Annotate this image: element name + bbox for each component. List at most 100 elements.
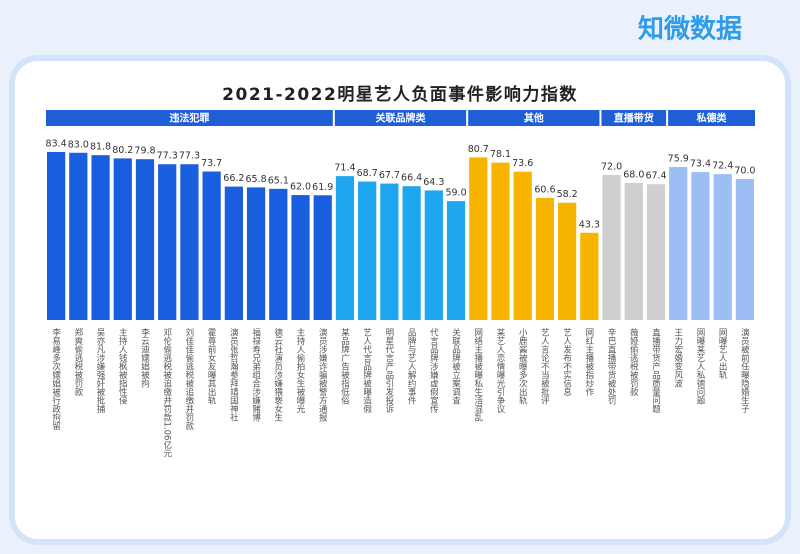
- value-label: 66.2: [223, 173, 244, 184]
- value-label: 67.7: [379, 170, 400, 181]
- group-band: [601, 110, 667, 126]
- bar: [224, 186, 243, 320]
- value-label: 71.4: [334, 163, 355, 174]
- bar: [69, 152, 88, 320]
- x-tick-label: 某品牌广告被指低俗: [339, 328, 349, 405]
- value-label: 77.3: [179, 151, 200, 162]
- value-label: 61.9: [312, 182, 333, 193]
- bar: [113, 158, 132, 320]
- bar: [246, 187, 266, 320]
- bar: [380, 183, 399, 320]
- bar: [691, 172, 710, 320]
- x-tick-label: 刘佳佳偷逃税被追缴并罚款: [184, 327, 194, 431]
- x-tick-label: 关联品牌被立案调查: [451, 327, 461, 404]
- x-tick-label: 演员张哲瀚参拜靖国神社: [228, 327, 238, 422]
- chart-title: 2021-2022明星艺人负面事件影响力指数: [222, 84, 578, 105]
- bar: [535, 197, 555, 320]
- x-tick-label: 网曝艺人出轨: [717, 328, 727, 380]
- x-tick-label: 网络主播被曝私生活混乱: [473, 328, 483, 422]
- x-tick-label: 李易峰多次嫖娼被行政拘留: [51, 327, 61, 431]
- value-label: 73.7: [201, 158, 222, 169]
- value-label: 58.2: [557, 189, 578, 200]
- bar: [402, 186, 421, 320]
- value-label: 80.7: [468, 144, 489, 155]
- value-label: 81.8: [90, 142, 111, 153]
- bar: [446, 201, 466, 320]
- value-label: 68.0: [623, 169, 644, 180]
- x-tick-label: 演员涉嫌诈骗被警方通报: [317, 327, 327, 422]
- value-label: 68.7: [357, 168, 378, 179]
- bar: [624, 182, 643, 320]
- group-label: 私德类: [696, 112, 727, 125]
- bar: [713, 174, 732, 320]
- x-tick-label: 李云迪嫖娼被拘: [139, 327, 149, 388]
- value-label: 65.8: [246, 174, 267, 185]
- x-tick-label: 品牌与艺人解约事件: [406, 328, 416, 405]
- value-label: 65.1: [268, 175, 289, 186]
- bar: [491, 162, 510, 320]
- value-label: 80.2: [112, 145, 133, 156]
- bar: [180, 164, 199, 320]
- group-label: 其他: [524, 112, 544, 125]
- bar: [669, 167, 688, 320]
- x-tick-label: 主持人钱枫被指性侵: [117, 327, 127, 405]
- value-label: 66.4: [401, 173, 422, 184]
- value-label: 73.4: [690, 159, 711, 170]
- value-label: 75.9: [668, 154, 689, 165]
- bar: [47, 151, 66, 320]
- x-tick-label: 主持人偷拍女生被曝光: [295, 327, 305, 414]
- bar: [558, 202, 577, 320]
- x-tick-label: 艺人发布不实信息: [562, 328, 572, 396]
- x-tick-label: 演员被前任曝隐婚生子: [739, 327, 749, 413]
- bar: [202, 171, 221, 320]
- x-tick-label: 网曝某艺人私德问题: [695, 328, 705, 405]
- x-tick-label: 某艺人恋情曝光引争议: [495, 328, 505, 414]
- value-label: 62.0: [290, 182, 311, 193]
- bar: [269, 188, 288, 320]
- x-tick-label: 代言品牌涉嫌虚假宣传: [428, 327, 438, 414]
- value-label: 64.3: [423, 177, 444, 188]
- value-label: 67.4: [645, 171, 666, 182]
- value-label: 60.6: [534, 184, 555, 195]
- bar: [135, 159, 155, 320]
- bar: [91, 155, 110, 320]
- x-tick-label: 艺人言论不当被批评: [539, 328, 549, 405]
- x-tick-label: 吴亦凡涉嫌强奸被批捕: [95, 328, 105, 414]
- value-label: 77.3: [157, 151, 178, 162]
- group-band: [668, 110, 755, 126]
- x-tick-label: 明星代言产品引发投诉: [384, 328, 394, 414]
- bar: [313, 195, 332, 320]
- logo: 知微数据: [638, 14, 742, 45]
- group-band: [468, 110, 600, 126]
- bar: [335, 176, 355, 320]
- x-tick-label: 艺人代言品牌被曝造假: [362, 328, 372, 414]
- bar: [580, 232, 599, 320]
- x-tick-label: 德云社演员涉嫌猥亵女生: [273, 327, 283, 421]
- x-tick-label: 福禄寿兄弟组合涉嫌赌博: [251, 327, 261, 422]
- value-label: 70.0: [734, 165, 755, 176]
- x-tick-label: 邓伦偷逃税被追缴并罚款1.06亿元: [162, 328, 172, 458]
- bar: [646, 184, 666, 320]
- value-label: 83.4: [46, 138, 67, 149]
- x-tick-label: 薇娅偷逃税被罚款: [628, 327, 638, 397]
- bar: [291, 195, 310, 320]
- value-label: 43.3: [579, 219, 600, 230]
- group-label: 关联品牌类: [376, 112, 426, 125]
- x-tick-label: 网红主播被指炒作: [584, 328, 594, 397]
- bar: [358, 181, 377, 320]
- x-tick-label: 王力宏婚变风波: [673, 328, 683, 388]
- bar: [513, 171, 532, 320]
- bar: [158, 164, 177, 320]
- x-tick-label: 辛巴直播带货被处罚: [606, 327, 616, 405]
- bar: [424, 190, 443, 320]
- group-label: 违法犯罪: [169, 112, 209, 125]
- value-label: 79.8: [134, 146, 155, 157]
- value-label: 73.6: [512, 158, 533, 169]
- group-band: [334, 110, 467, 126]
- value-label: 72.4: [712, 161, 733, 172]
- value-label: 59.0: [445, 188, 466, 199]
- bar: [469, 157, 488, 320]
- group-band: [46, 110, 333, 126]
